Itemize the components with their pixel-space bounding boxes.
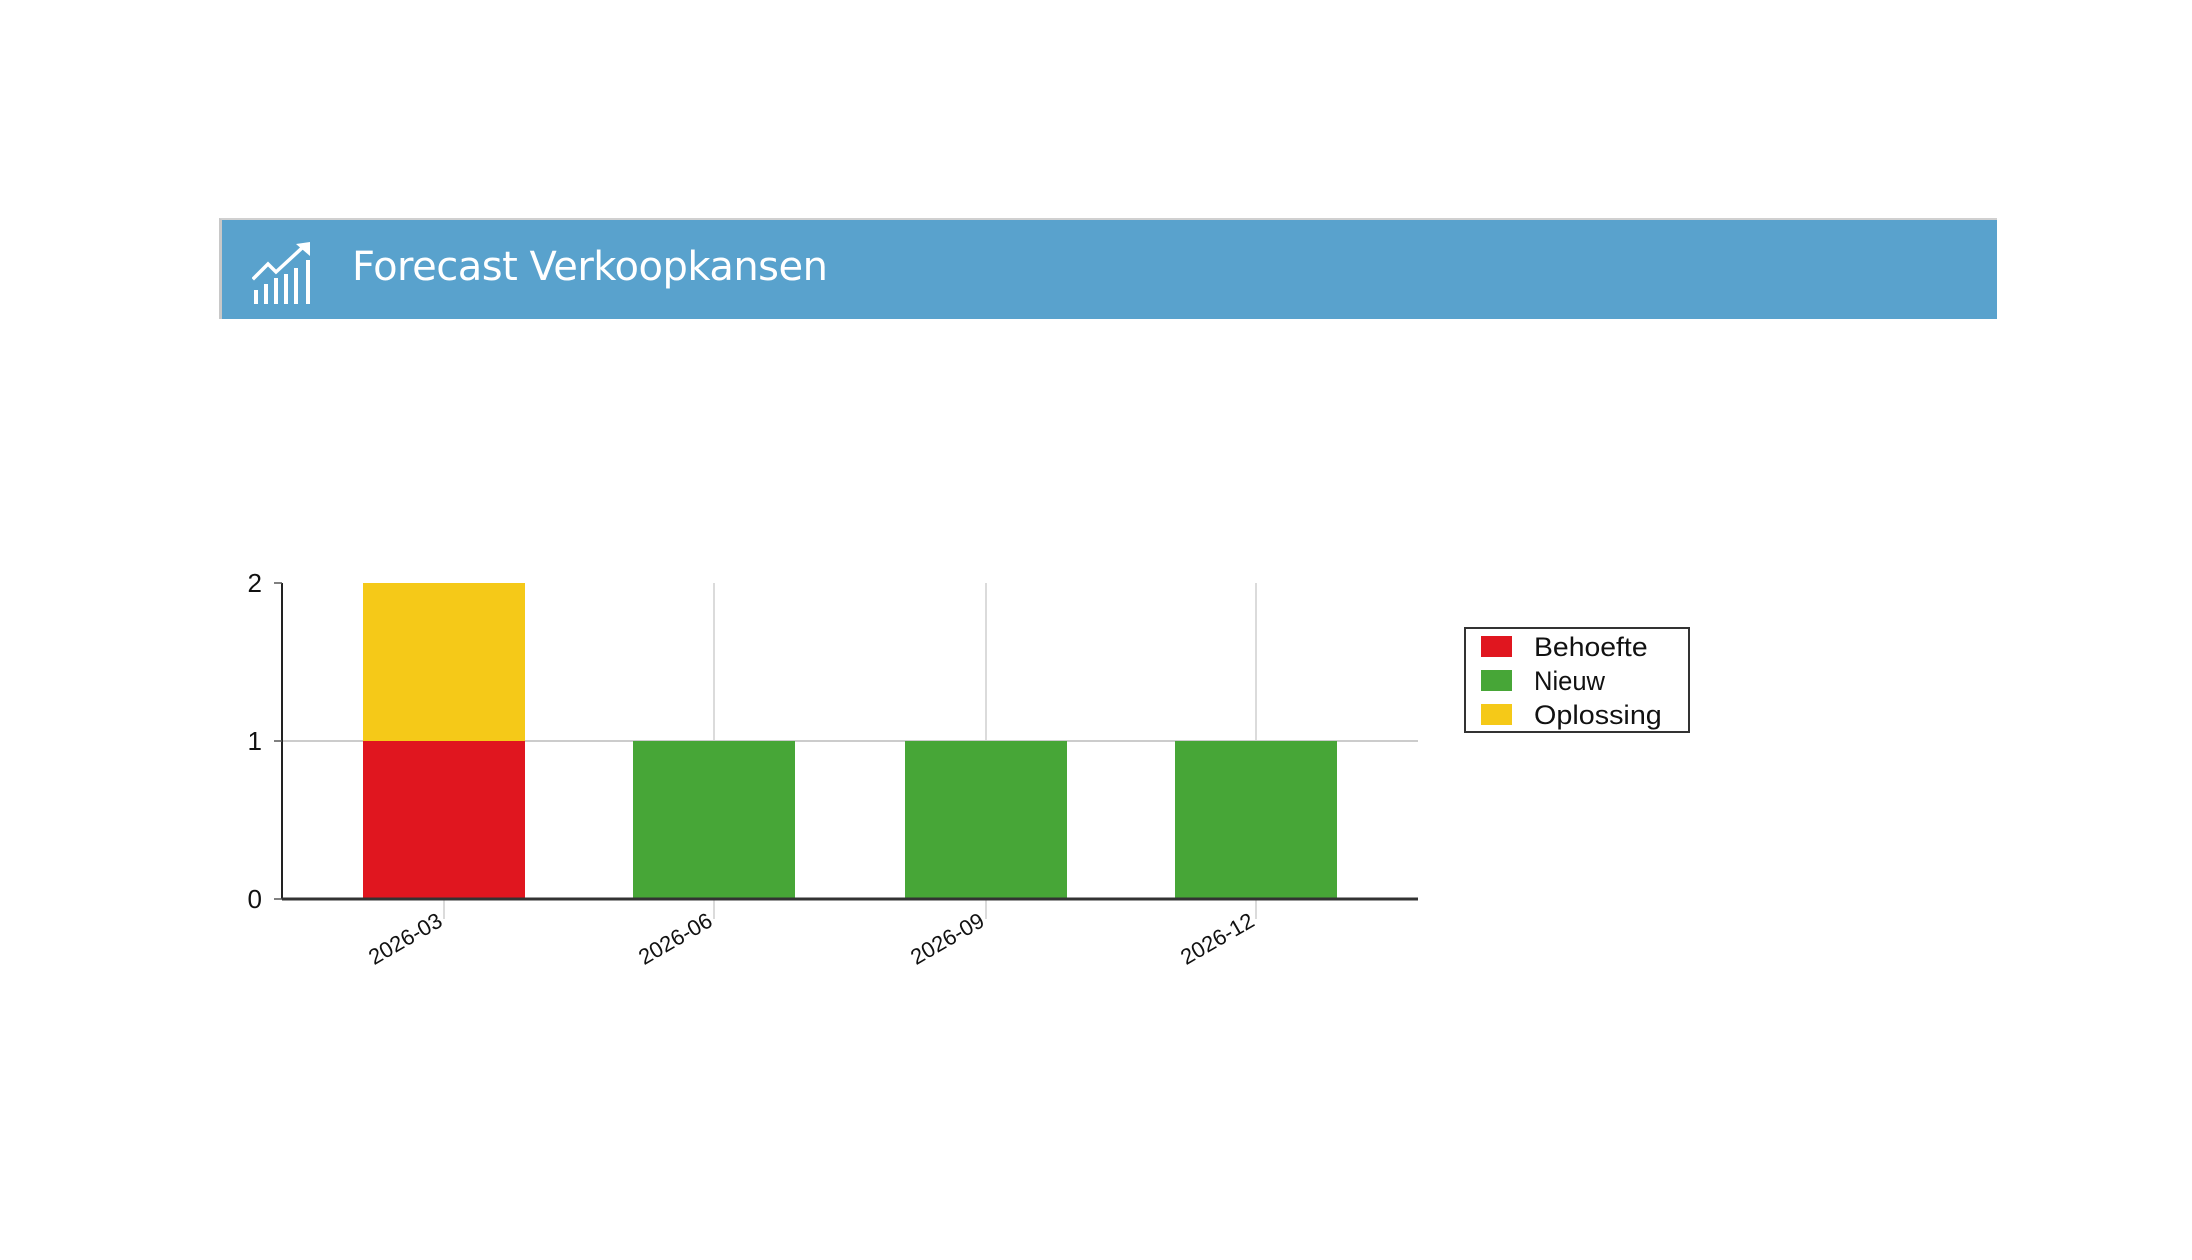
panel-title: Forecast Verkoopkansen	[352, 244, 828, 290]
bar-nieuw-2026-12	[1175, 741, 1337, 899]
legend-swatch-nieuw	[1481, 670, 1512, 691]
legend-label-nieuw: Nieuw	[1534, 666, 1605, 696]
y-tick-label: 2	[248, 568, 262, 598]
legend-swatch-behoefte	[1481, 636, 1512, 657]
panel-header: Forecast Verkoopkansen	[219, 218, 1997, 319]
bar-nieuw-2026-09	[905, 741, 1067, 899]
bar-oplossing-2026-03	[363, 583, 525, 741]
x-tick-label: 2026-06	[634, 908, 716, 970]
chart-trend-icon	[252, 242, 310, 304]
legend-label-oplossing: Oplossing	[1534, 700, 1662, 730]
bar-nieuw-2026-06	[633, 741, 795, 899]
y-tick-label: 1	[248, 726, 262, 756]
y-tick-label: 0	[248, 884, 262, 914]
legend-swatch-oplossing	[1481, 704, 1512, 725]
legend-label-behoefte: Behoefte	[1534, 632, 1648, 662]
x-tick-label: 2026-03	[364, 908, 446, 970]
x-tick-label: 2026-09	[906, 908, 988, 970]
bar-behoefte-2026-03	[363, 741, 525, 899]
x-tick-label: 2026-12	[1176, 908, 1258, 970]
